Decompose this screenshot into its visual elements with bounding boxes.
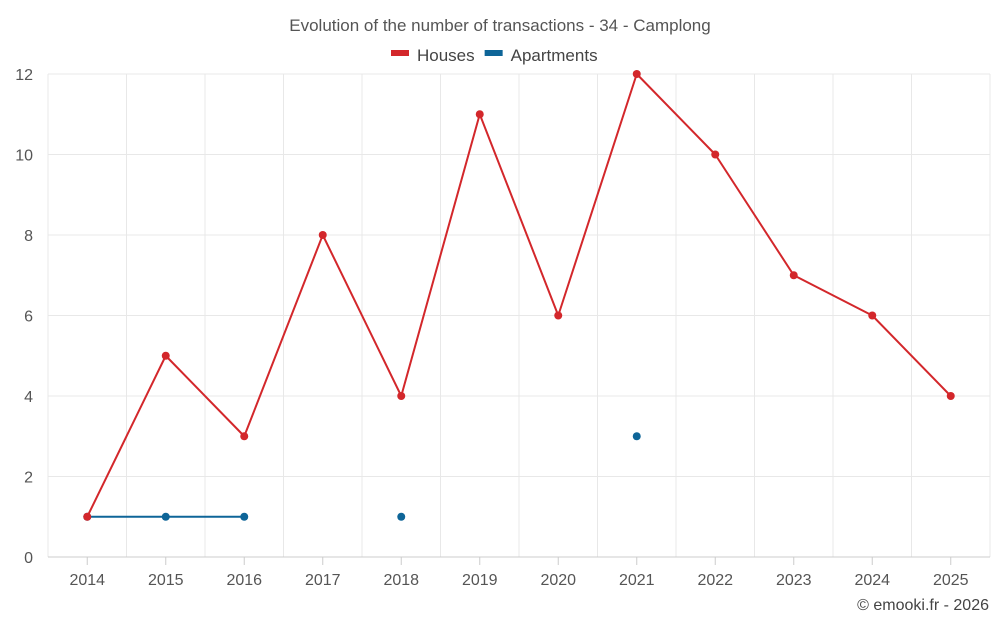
- data-point-houses[interactable]: [83, 512, 92, 521]
- data-point-houses[interactable]: [868, 311, 877, 320]
- x-tick-label: 2018: [383, 572, 419, 589]
- data-point-apartments[interactable]: [632, 432, 641, 441]
- credit-text: © emooki.fr - 2026: [857, 597, 989, 614]
- legend-label: Apartments: [511, 46, 598, 65]
- data-point-houses[interactable]: [789, 271, 798, 280]
- y-tick-label: 0: [24, 550, 33, 567]
- legend-item-apartments[interactable]: Apartments: [484, 46, 598, 65]
- data-point-apartments[interactable]: [240, 512, 249, 521]
- series-line-houses: [86, 73, 952, 518]
- series-layer: [83, 70, 955, 521]
- grid: [47, 73, 991, 557]
- chart-title: Evolution of the number of transactions …: [289, 16, 710, 35]
- x-tick-label: 2014: [69, 572, 105, 589]
- data-point-apartments[interactable]: [161, 512, 170, 521]
- data-point-houses[interactable]: [946, 392, 955, 400]
- legend-label: Houses: [417, 46, 475, 65]
- x-tick-label: 2019: [462, 572, 498, 589]
- x-tick-label: 2016: [226, 572, 262, 589]
- y-tick-label: 4: [24, 389, 33, 406]
- y-tick-label: 8: [24, 228, 33, 245]
- x-tick-label: 2017: [305, 572, 341, 589]
- x-tick-label: 2022: [697, 572, 733, 589]
- y-tick-label: 6: [24, 309, 33, 326]
- axes: 0 2 4 6 8 10 12 2014 2015 2016 2017 2018 2019 2020 202…: [15, 67, 990, 589]
- x-tick-label: 2025: [933, 572, 969, 589]
- x-tick-label: 2020: [540, 572, 576, 589]
- data-point-houses[interactable]: [161, 351, 170, 360]
- legend-swatch: [484, 50, 503, 56]
- data-point-houses[interactable]: [554, 311, 563, 320]
- data-point-houses[interactable]: [397, 392, 406, 400]
- y-tick-label: 2: [24, 470, 33, 487]
- legend-item-houses[interactable]: Houses: [391, 46, 475, 65]
- data-point-houses[interactable]: [475, 110, 484, 119]
- series-houses: [83, 70, 955, 521]
- data-point-apartments[interactable]: [397, 512, 406, 521]
- data-point-houses[interactable]: [240, 432, 249, 441]
- legend-swatch: [391, 50, 409, 56]
- data-point-houses[interactable]: [711, 150, 720, 159]
- x-tick-label: 2015: [148, 572, 184, 589]
- legend: Houses Apartments: [391, 46, 598, 65]
- x-tick-label: 2024: [854, 572, 890, 589]
- y-tick-label: 10: [15, 148, 33, 165]
- x-tick-label: 2021: [619, 572, 655, 589]
- data-point-houses[interactable]: [318, 231, 327, 239]
- x-tick-label: 2023: [776, 572, 812, 589]
- data-point-houses[interactable]: [632, 70, 641, 78]
- y-tick-label: 12: [15, 67, 33, 84]
